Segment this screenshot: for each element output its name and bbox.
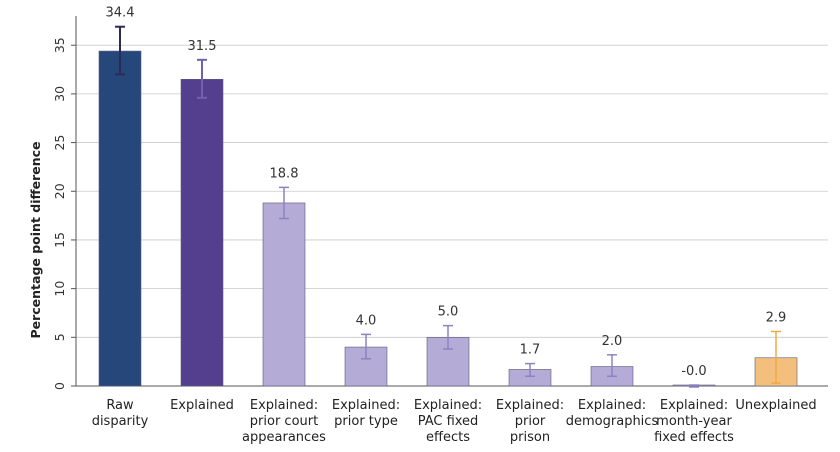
y-tick-label: 0 bbox=[52, 382, 67, 390]
x-category-label-line: Explained: bbox=[414, 398, 482, 413]
x-category-label: Unexplained bbox=[735, 398, 816, 413]
x-category-label-line: Explained: bbox=[250, 398, 318, 413]
bar bbox=[262, 202, 306, 387]
x-category-label: Explained: month-year fixed effects bbox=[654, 398, 734, 445]
x-category-label: Raw disparity bbox=[92, 398, 149, 429]
x-category-label-line: Explained: bbox=[578, 398, 646, 413]
x-category-label-line: demographics bbox=[566, 414, 659, 429]
x-category-label: Explained bbox=[170, 398, 234, 413]
x-category-label: Explained: demographics bbox=[566, 398, 659, 429]
x-category-label-line: appearances bbox=[242, 430, 326, 445]
x-category-label-line: Explained: bbox=[660, 398, 728, 413]
y-tick-label: 25 bbox=[52, 135, 67, 151]
x-category-label: Explained: prior court appearances bbox=[242, 398, 326, 445]
value-label: 2.0 bbox=[602, 334, 623, 349]
x-category-label-line: PAC fixed bbox=[418, 414, 479, 429]
y-tick-label: 5 bbox=[52, 333, 67, 341]
x-category-label-line: fixed effects bbox=[654, 430, 734, 445]
y-tick-label: 20 bbox=[52, 183, 67, 199]
x-category-label: Explained: prior prison bbox=[496, 398, 564, 445]
x-category-label-line: prior type bbox=[334, 414, 398, 429]
value-label: 2.9 bbox=[766, 310, 787, 325]
value-label: 34.4 bbox=[106, 6, 135, 21]
x-category-label-line: prison bbox=[510, 430, 550, 445]
y-tick-label: 15 bbox=[52, 232, 67, 248]
bar bbox=[98, 50, 142, 387]
y-tick-label: 10 bbox=[52, 281, 67, 297]
x-category-label-line: prior court bbox=[250, 414, 318, 429]
value-label: 18.8 bbox=[270, 166, 299, 181]
y-tick-label: 30 bbox=[52, 86, 67, 102]
x-category-label-line: Unexplained bbox=[735, 398, 816, 413]
x-category-label-line: effects bbox=[426, 430, 470, 445]
value-label: 31.5 bbox=[188, 39, 217, 54]
x-category-label: Explained: prior type bbox=[332, 398, 400, 429]
value-label: 5.0 bbox=[438, 305, 459, 320]
x-category-label: Explained: PAC fixed effects bbox=[414, 398, 482, 445]
x-category-label-line: Raw bbox=[106, 398, 134, 413]
x-category-label-line: Explained: bbox=[496, 398, 564, 413]
x-category-label-line: disparity bbox=[92, 414, 149, 429]
y-tick-label: 35 bbox=[52, 37, 67, 53]
x-category-label-line: Explained: bbox=[332, 398, 400, 413]
x-category-label-line: Explained bbox=[170, 398, 234, 413]
value-label: 4.0 bbox=[356, 313, 377, 328]
value-label: 1.7 bbox=[520, 343, 541, 358]
x-category-label-line: month-year bbox=[656, 414, 732, 429]
x-category-label-line: prior bbox=[515, 414, 546, 429]
bar bbox=[180, 78, 224, 387]
value-label: -0.0 bbox=[681, 364, 706, 379]
y-axis-title: Percentage point difference bbox=[28, 141, 43, 338]
